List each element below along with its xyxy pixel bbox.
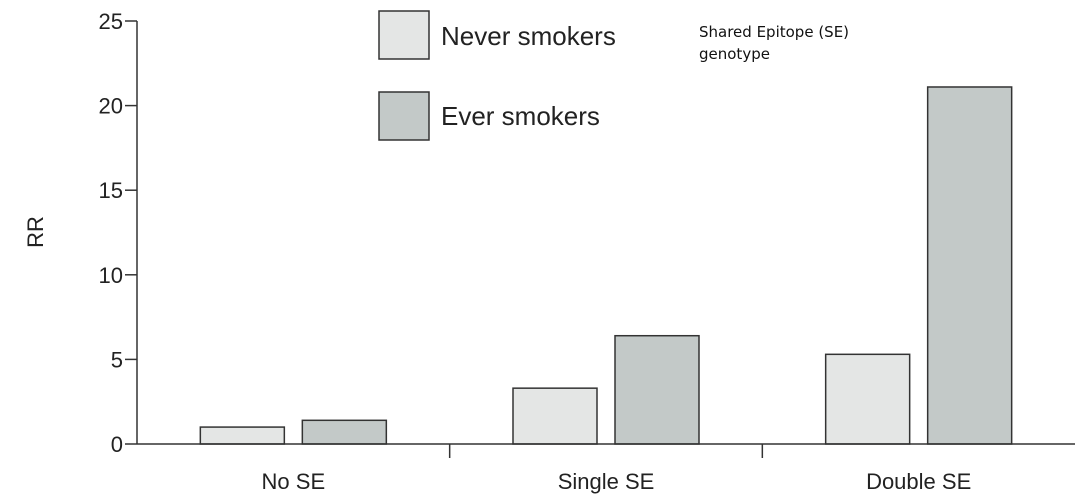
- bar-ever-smokers: [614, 334, 700, 445]
- y-tick-label: 25: [99, 9, 123, 34]
- legend-swatch-never-smokers: [378, 10, 430, 60]
- y-tick-label: 10: [99, 263, 123, 288]
- annotation-line-2: genotype: [699, 45, 770, 63]
- axes-group: [136, 21, 1075, 445]
- y-tick-label: 0: [111, 432, 123, 457]
- legend-label-never-smokers: Never smokers: [441, 21, 616, 51]
- y-tick-label: 5: [111, 347, 123, 372]
- legend-label-ever-smokers: Ever smokers: [441, 101, 600, 131]
- x-tick-label: Single SE: [558, 469, 655, 494]
- bar-ever-smokers: [926, 86, 1013, 445]
- bars-group: [199, 86, 1013, 445]
- bar-ever-smokers: [301, 419, 388, 445]
- x-tick-label: No SE: [262, 469, 326, 494]
- annotation-line-1: Shared Epitope (SE): [699, 23, 849, 41]
- x-tick-label: Double SE: [866, 469, 971, 494]
- annotation: Shared Epitope (SE) genotype: [699, 23, 849, 63]
- bar-never-smokers: [512, 387, 598, 445]
- bar-never-smokers: [824, 353, 911, 445]
- y-tick-label: 15: [99, 178, 123, 203]
- y-axis-title: RR: [23, 216, 48, 248]
- ticks-group: 0 5 10 15 20 25 No SE Single SE Double SE: [99, 9, 972, 494]
- y-tick-label: 20: [99, 94, 123, 119]
- bar-never-smokers: [199, 426, 286, 445]
- legend: Never smokers Ever smokers: [378, 10, 616, 141]
- legend-swatch-ever-smokers: [378, 91, 430, 141]
